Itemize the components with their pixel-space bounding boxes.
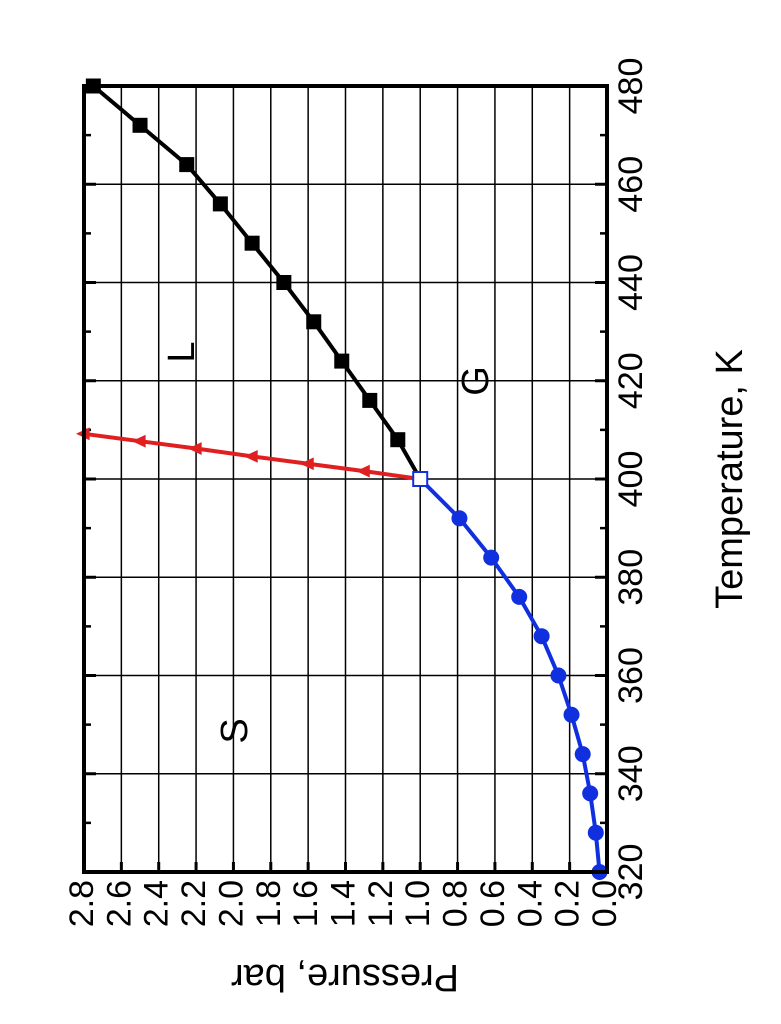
x-tick-label: 380 (612, 549, 650, 606)
y-tick-label: 0.6 (474, 880, 512, 927)
liquid-gas-point (276, 275, 292, 290)
y-tick-label: 0.0 (586, 880, 624, 927)
y-tick-label: 1.6 (287, 880, 325, 927)
solid-gas-point (582, 785, 599, 802)
solid-gas-point (533, 628, 550, 645)
solid-liquid-point (356, 464, 370, 478)
solid-gas-point (511, 588, 528, 605)
liquid-gas-point (212, 196, 228, 212)
solid-gas-point (483, 549, 500, 566)
region-label-solid: S (214, 718, 256, 743)
solid-gas-point (563, 706, 580, 723)
x-tick-label: 360 (612, 647, 650, 704)
y-tick-label: 1.4 (324, 880, 362, 927)
series-layer (76, 78, 608, 880)
liquid-gas-point (132, 117, 148, 133)
y-tick-labels: 0.00.20.40.60.81.01.21.41.61.82.02.22.42… (63, 880, 624, 927)
solid-liquid-point (188, 442, 202, 455)
y-tick-label: 2.8 (63, 880, 101, 927)
x-tick-label: 400 (612, 451, 650, 508)
solid-liquid-point (244, 450, 258, 463)
solid-liquid-point (300, 457, 314, 471)
triple-point-marker (412, 471, 429, 487)
y-tick-label: 1.0 (399, 880, 437, 927)
region-label-gas: G (455, 366, 497, 396)
solid-gas-point (550, 667, 567, 684)
y-tick-label: 2.4 (138, 880, 176, 927)
liquid-gas-point (362, 392, 378, 408)
solid-gas-point (451, 510, 468, 527)
y-axis-title: Pressure, bar (231, 956, 459, 998)
liquid-gas-point (179, 157, 195, 173)
x-tick-label: 420 (612, 352, 650, 409)
y-tick-label: 2.2 (175, 880, 213, 927)
solid-gas-point (574, 746, 591, 763)
y-tick-label: 0.2 (549, 880, 587, 927)
plot-frame (82, 84, 609, 874)
region-label-liquid: L (161, 341, 203, 362)
x-tick-label: 480 (612, 58, 650, 115)
x-tick-labels: 320 340 360 380 400 420 440 460 480 (612, 58, 650, 901)
y-tick-label: 1.8 (250, 880, 288, 927)
y-tick-label: 2.6 (100, 880, 138, 927)
x-tick-label: 340 (612, 745, 650, 802)
liquid-gas-point (244, 235, 260, 251)
y-tick-label: 1.2 (362, 880, 400, 927)
y-tick-label: 2.0 (212, 880, 250, 927)
grid-lines (83, 85, 608, 873)
solid-gas-point (587, 824, 604, 841)
x-tick-label: 460 (612, 156, 650, 213)
x-axis-title: Temperature, K (709, 349, 751, 609)
y-tick-label: 0.4 (511, 880, 549, 927)
solid-liquid-point (132, 434, 146, 448)
y-tick-label: 0.8 (437, 880, 475, 927)
x-tick-label: 440 (612, 254, 650, 311)
x-tick-label: 320 (612, 844, 650, 901)
liquid-gas-point (390, 432, 406, 448)
liquid-gas-point (334, 353, 350, 369)
liquid-gas-point (306, 314, 322, 330)
